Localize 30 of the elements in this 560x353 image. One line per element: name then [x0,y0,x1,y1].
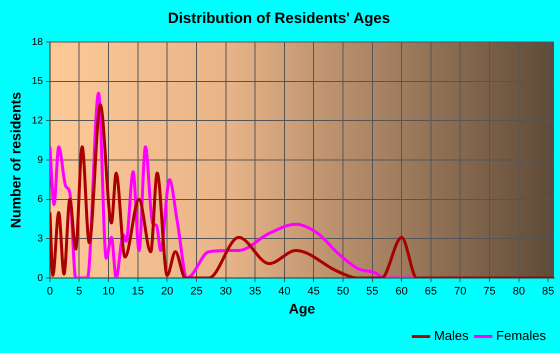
y-tick-label: 18 [32,36,44,48]
x-tick-label: 85 [542,286,554,298]
x-tick-label: 65 [424,286,438,298]
x-tick-label: 80 [512,286,525,298]
x-tick-label: 20 [161,286,174,298]
x-axis-title: Age [288,300,316,316]
x-tick-label: 50 [336,286,350,298]
x-tick-label: 75 [483,286,496,298]
x-tick-label: 60 [395,286,408,298]
x-tick-label: 15 [132,286,144,298]
legend-label: Males [434,328,470,344]
x-tick-label: 40 [278,286,290,298]
y-tick-label: 9 [37,154,44,166]
x-tick-label: 35 [248,286,262,298]
y-tick-label: 3 [37,233,44,244]
x-tick-label: 10 [102,286,115,298]
y-tick-label: 0 [37,272,44,284]
x-tick-label: 0 [46,286,53,298]
legend-label: Females [496,328,546,344]
y-tick-label: 12 [32,115,44,126]
x-tick-label: 30 [220,286,232,298]
x-tick-label: 25 [190,286,203,298]
y-tick-label: 6 [37,194,44,206]
x-tick-label: 45 [308,286,320,298]
x-tick-label: 70 [454,286,466,298]
chart-title: Distribution of Residents' Ages [168,10,390,28]
y-tick-label: 15 [32,76,44,88]
x-tick-label: 5 [76,286,82,298]
y-axis-title: Number of residents [7,92,24,228]
x-tick-label: 55 [366,286,378,298]
